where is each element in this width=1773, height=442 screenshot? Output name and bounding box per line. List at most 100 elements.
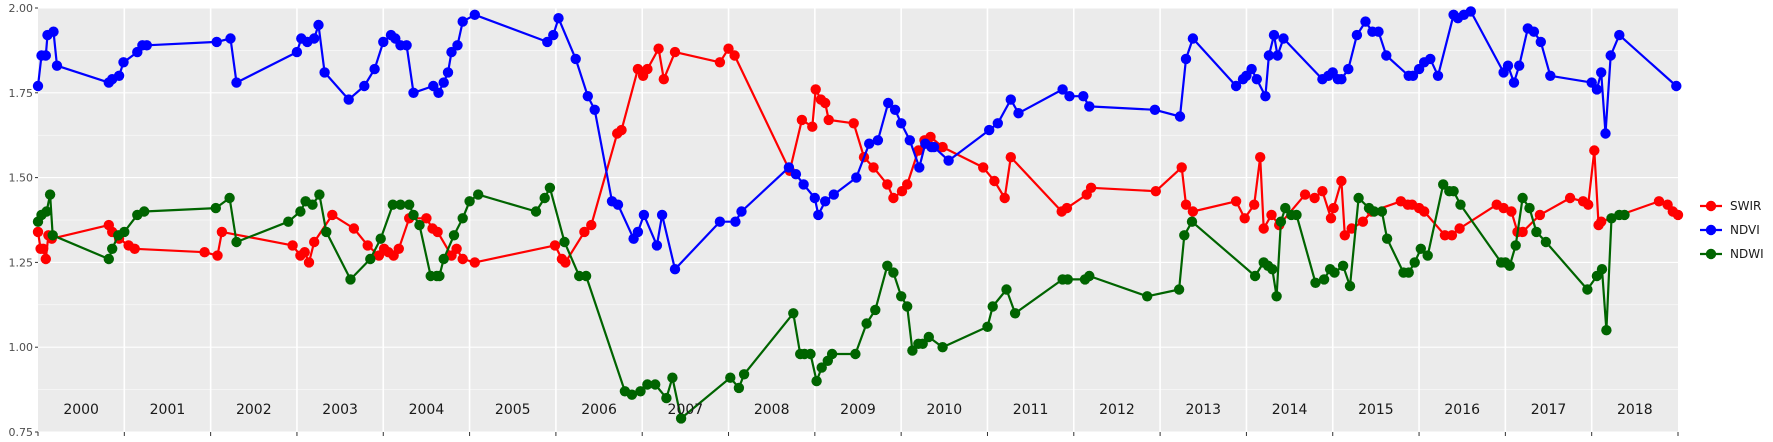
ndwi-point xyxy=(295,206,306,217)
swir-point xyxy=(868,162,879,173)
ndwi-point xyxy=(1448,186,1459,197)
ndwi-point xyxy=(107,243,118,254)
ndwi-point xyxy=(457,213,468,224)
ndwi-point xyxy=(47,230,58,241)
ndwi-point xyxy=(1517,192,1528,204)
ndwi-legend-key xyxy=(1705,248,1717,260)
year-label: 2003 xyxy=(322,402,358,418)
y-tick-label: 1.75 xyxy=(9,87,34,100)
ndvi-point xyxy=(992,118,1003,129)
swir-point xyxy=(1498,202,1509,214)
y-tick-label: 0.75 xyxy=(9,426,34,439)
ndwi-point xyxy=(1531,226,1542,238)
swir-point xyxy=(1506,206,1517,217)
swir-point xyxy=(1176,162,1187,173)
ndwi-point xyxy=(1403,267,1414,278)
ndwi-point xyxy=(1310,277,1321,288)
ndvi-point xyxy=(1614,29,1625,41)
ndvi-point xyxy=(1149,104,1161,116)
ndwi-point xyxy=(404,199,415,210)
ndvi-point xyxy=(401,40,412,51)
ndvi-point xyxy=(790,169,802,180)
ndvi-point xyxy=(943,155,954,166)
ndvi-point xyxy=(51,60,63,71)
ndvi-point xyxy=(542,36,553,48)
ndwi-point xyxy=(1510,240,1521,251)
swir-point xyxy=(807,121,818,132)
ndvi-point xyxy=(570,53,581,65)
ndvi-point xyxy=(638,209,650,221)
ndwi-point xyxy=(1084,270,1095,282)
ndwi-point xyxy=(788,308,799,319)
ndvi-point xyxy=(928,141,940,153)
ndvi-point xyxy=(1278,33,1289,44)
ndwi-point xyxy=(1291,209,1302,221)
ndvi-point xyxy=(1508,77,1520,88)
ndvi-point xyxy=(612,199,624,210)
ndwi-point xyxy=(1596,264,1608,275)
swir-legend-label: SWIR xyxy=(1730,199,1761,213)
ndwi-point xyxy=(896,291,907,302)
ndvi-point xyxy=(1268,29,1280,41)
year-label: 2016 xyxy=(1444,402,1480,418)
ndvi-point xyxy=(1084,101,1095,112)
swir-point xyxy=(432,226,443,238)
ndwi-point xyxy=(365,253,376,265)
swir-point xyxy=(937,141,948,153)
ndvi-point xyxy=(809,192,820,204)
ndwi-point xyxy=(725,372,736,383)
swir-point xyxy=(303,257,315,268)
swir-point xyxy=(1336,175,1347,187)
swir-point xyxy=(1564,192,1576,204)
swir-point xyxy=(978,162,989,173)
ndwi-point xyxy=(1186,216,1198,227)
ndvi-point xyxy=(309,33,320,44)
ndvi-point xyxy=(736,206,747,217)
swir-point xyxy=(1061,202,1073,214)
swir-point xyxy=(823,114,834,126)
ndvi-point xyxy=(1465,6,1477,17)
swir-point xyxy=(129,243,140,254)
swir-point xyxy=(1317,186,1328,197)
y-tick-label: 1.00 xyxy=(9,341,34,354)
ndwi-point xyxy=(103,253,115,265)
swir-point xyxy=(1653,196,1665,207)
swir-point xyxy=(421,213,432,224)
ndvi-point xyxy=(1230,80,1242,92)
ndwi-point xyxy=(1415,243,1427,254)
swir-point xyxy=(1230,196,1242,207)
ndwi-point xyxy=(650,379,661,390)
swir-point xyxy=(348,223,360,234)
ndvi-point xyxy=(896,118,907,129)
ndwi-point xyxy=(882,260,893,271)
ndwi-point xyxy=(987,301,998,312)
ndwi-point xyxy=(530,206,542,217)
ndvi-point xyxy=(813,209,824,221)
ndwi-point xyxy=(119,226,130,238)
ndwi-point xyxy=(937,342,948,353)
ndwi-point xyxy=(907,345,918,356)
ndvi-point xyxy=(1351,29,1363,41)
ndwi-point xyxy=(44,189,56,200)
ndvi-point xyxy=(1057,84,1068,95)
ndvi-point xyxy=(1174,111,1186,122)
year-label: 2010 xyxy=(926,402,962,418)
ndwi-point xyxy=(1249,270,1261,282)
swir-point xyxy=(216,226,228,238)
y-axis: 0.75 1.00 1.25 1.50 1.75 2.00 xyxy=(9,2,1679,439)
year-label: 2011 xyxy=(1013,402,1049,418)
swir-point xyxy=(40,253,51,265)
ndwi-point xyxy=(1540,236,1552,248)
swir-point xyxy=(1299,189,1311,200)
ndwi-point xyxy=(41,206,52,217)
swir-point xyxy=(888,192,899,204)
ndvi-point xyxy=(883,97,894,109)
ndvi-point xyxy=(864,138,875,149)
ndvi-point xyxy=(457,16,468,27)
year-label: 2004 xyxy=(409,402,445,418)
swir-point xyxy=(457,253,468,265)
ndwi-point xyxy=(861,318,872,329)
swir-point xyxy=(669,46,681,58)
ndwi-point xyxy=(1409,257,1420,268)
swir-point xyxy=(212,250,223,261)
